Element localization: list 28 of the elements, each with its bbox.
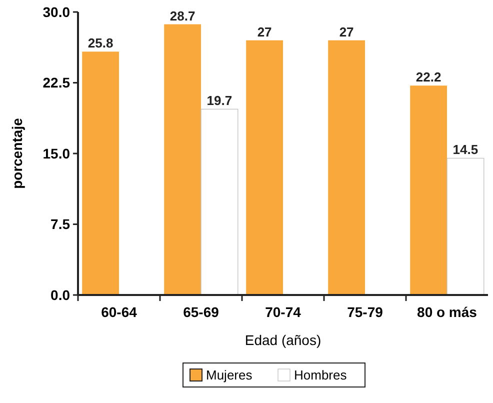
bar: [200, 108, 238, 296]
data-label: 27: [257, 24, 272, 40]
y-axis-title: porcentaje: [9, 118, 25, 189]
bar: [446, 158, 484, 296]
bar: [82, 52, 119, 295]
data-label: 27: [339, 24, 354, 40]
legend-label: Hombres: [294, 368, 348, 383]
data-label: 22.2: [416, 70, 442, 85]
data-label: 28.7: [170, 8, 196, 24]
x-tick-label: 70-74: [265, 304, 302, 320]
y-tick-label: 7.5: [50, 216, 70, 232]
bar: [164, 24, 201, 295]
legend-label: Mujeres: [206, 368, 253, 383]
y-tick-label: 15.0: [42, 145, 70, 162]
x-tick-label: 60-64: [101, 304, 138, 320]
bar: [410, 86, 447, 295]
data-label: 14.5: [452, 142, 478, 158]
bar: [328, 40, 365, 295]
bar: [246, 40, 283, 295]
x-tick-label: 75-79: [347, 304, 384, 320]
x-tick-label: 80 o más: [417, 304, 478, 320]
data-label: 25.8: [88, 36, 114, 51]
data-label: 19.7: [206, 93, 232, 108]
x-tick-label: 65-69: [183, 304, 220, 320]
y-tick-label: 22.5: [42, 74, 70, 91]
y-tick-label: 30.0: [42, 4, 70, 20]
y-tick-label: 0.0: [50, 286, 70, 303]
x-axis-title: Edad (años): [244, 332, 322, 348]
